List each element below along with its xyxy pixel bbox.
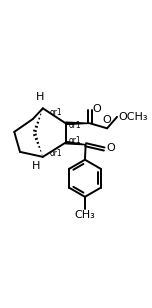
Text: H: H xyxy=(31,161,40,171)
Text: CH₃: CH₃ xyxy=(75,210,95,221)
Polygon shape xyxy=(66,141,86,145)
Text: H: H xyxy=(36,92,44,102)
Text: O: O xyxy=(106,143,115,153)
Text: OCH₃: OCH₃ xyxy=(118,112,148,122)
Text: O: O xyxy=(102,115,111,125)
Text: or1: or1 xyxy=(69,121,81,130)
Text: or1: or1 xyxy=(50,108,63,117)
Polygon shape xyxy=(66,122,90,124)
Text: O: O xyxy=(92,104,101,114)
Text: or1: or1 xyxy=(69,136,81,145)
Text: or1: or1 xyxy=(50,149,63,159)
